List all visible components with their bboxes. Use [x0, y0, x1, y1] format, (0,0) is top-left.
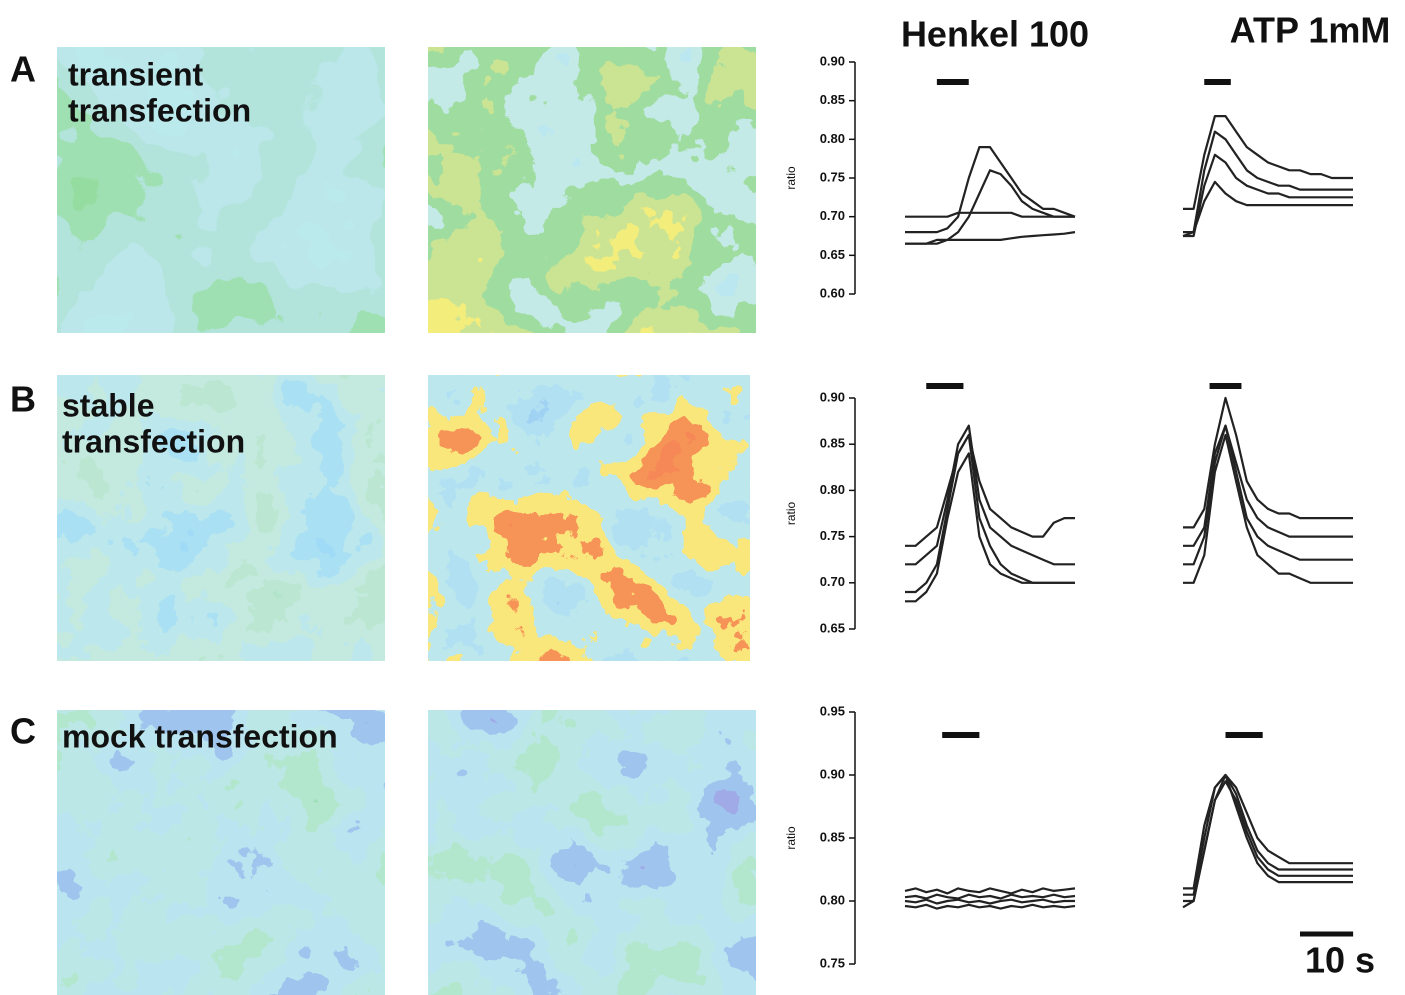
y-tick-label: 0.85	[820, 92, 845, 107]
trace	[905, 424, 1075, 566]
y-tick-label: 0.65	[820, 620, 845, 635]
panel-letter: C	[10, 711, 36, 752]
y-axis-label: ratio	[784, 166, 798, 190]
y-tick-label: 0.90	[820, 766, 845, 781]
panel-caption: mock transfection	[62, 718, 338, 754]
y-tick-label: 0.75	[820, 169, 845, 184]
y-axis-label: ratio	[784, 826, 798, 850]
y-tick-label: 0.85	[820, 829, 845, 844]
trace	[1183, 773, 1353, 896]
y-tick-label: 0.75	[820, 528, 845, 543]
trace	[1182, 773, 1353, 909]
trace	[1183, 115, 1353, 210]
y-tick-label: 0.85	[820, 436, 845, 451]
panel-letter: A	[10, 49, 36, 90]
column-title: ATP 1mM	[1230, 10, 1391, 51]
panel-caption: stable	[62, 387, 154, 423]
trace	[904, 893, 1076, 900]
trace	[905, 231, 1076, 245]
ratio-image	[57, 47, 385, 333]
trace	[1182, 180, 1353, 238]
trace	[904, 887, 1076, 895]
ratio-image	[428, 47, 756, 333]
trace	[1183, 396, 1353, 529]
scale-bar-label: 10 s	[1305, 940, 1375, 981]
ratio-image	[428, 710, 756, 995]
y-axis-label: ratio	[784, 502, 798, 526]
trace	[1183, 130, 1353, 234]
y-tick-label: 0.80	[820, 892, 845, 907]
panel-caption: transfection	[62, 423, 245, 459]
trace	[904, 903, 1076, 910]
y-tick-label: 0.70	[820, 574, 845, 589]
trace	[1183, 424, 1353, 566]
panel-caption: transient	[68, 56, 203, 92]
trace	[905, 146, 1076, 234]
y-tick-label: 0.65	[820, 247, 845, 262]
ratio-image	[57, 375, 385, 661]
ratio-image	[57, 710, 385, 995]
trace	[905, 211, 1075, 218]
trace	[905, 433, 1075, 547]
column-title: Henkel 100	[901, 14, 1089, 55]
y-tick-label: 0.60	[820, 285, 845, 300]
trace	[905, 452, 1075, 603]
trace	[905, 433, 1075, 594]
trace	[1183, 424, 1353, 547]
y-tick-label: 0.90	[820, 53, 845, 68]
trace	[905, 169, 1075, 245]
y-tick-label: 0.80	[820, 482, 845, 497]
trace	[904, 898, 1075, 905]
y-tick-label: 0.90	[820, 389, 845, 404]
y-tick-label: 0.75	[820, 955, 845, 970]
y-tick-label: 0.95	[820, 703, 845, 718]
trace	[1183, 153, 1353, 238]
y-tick-label: 0.70	[820, 208, 845, 223]
panel-letter: B	[10, 379, 36, 420]
trace	[1183, 433, 1353, 584]
ratio-image	[428, 375, 750, 661]
panel-caption: transfection	[68, 92, 251, 128]
y-tick-label: 0.80	[820, 131, 845, 146]
